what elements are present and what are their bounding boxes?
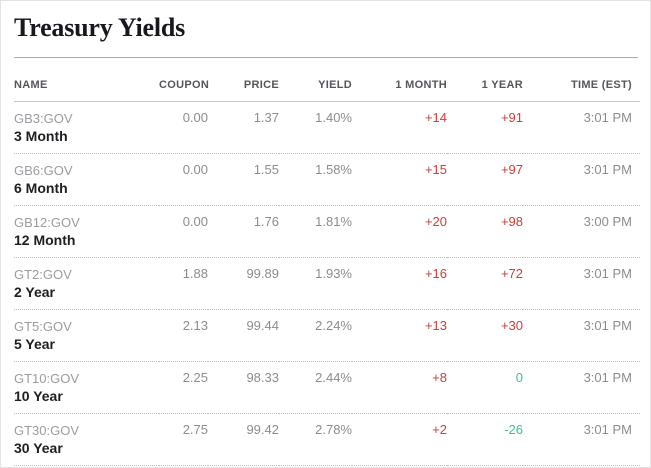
change-1month-value: +14 [352, 101, 447, 154]
security-name-cell[interactable]: GB6:GOV 6 Month [14, 153, 159, 206]
table-row[interactable]: GT2:GOV 2 Year 1.88 99.89 1.93% +16 +72 … [14, 257, 640, 310]
yield-value: 1.40% [279, 101, 352, 154]
change-1year-value: +72 [447, 257, 523, 310]
security-name-cell[interactable]: GT30:GOV 30 Year [14, 413, 159, 466]
security-ticker[interactable]: GB12:GOV [14, 215, 80, 230]
col-header-1year: 1 YEAR [447, 58, 523, 102]
time-value: 3:01 PM [523, 101, 640, 154]
page-title: Treasury Yields [14, 13, 186, 42]
security-name-cell[interactable]: GB3:GOV 3 Month [14, 101, 159, 154]
coupon-value: 2.13 [159, 309, 208, 362]
security-maturity: 5 Year [14, 336, 56, 352]
table-header-row: NAME COUPON PRICE YIELD 1 MONTH 1 YEAR T… [14, 58, 640, 102]
coupon-value: 0.00 [159, 101, 208, 154]
security-ticker[interactable]: GT2:GOV [14, 267, 72, 282]
security-ticker[interactable]: GB3:GOV [14, 111, 73, 126]
col-header-price: PRICE [208, 58, 279, 102]
col-header-time: TIME (EST) [523, 58, 640, 102]
price-value: 1.55 [208, 153, 279, 206]
col-header-yield: YIELD [279, 58, 352, 102]
col-header-coupon: COUPON [159, 58, 209, 102]
security-maturity: 6 Month [14, 180, 68, 196]
price-value: 99.44 [208, 309, 279, 362]
security-maturity: 12 Month [14, 232, 76, 248]
coupon-value: 0.00 [159, 205, 208, 258]
yield-value: 1.58% [279, 153, 352, 206]
table-row[interactable]: GT30:GOV 30 Year 2.75 99.42 2.78% +2 -26… [14, 413, 640, 466]
time-value: 3:01 PM [523, 309, 640, 362]
table-row[interactable]: GT10:GOV 10 Year 2.25 98.33 2.44% +8 0 3… [14, 361, 640, 414]
security-ticker[interactable]: GT5:GOV [14, 319, 72, 334]
change-1month-value: +2 [352, 413, 447, 466]
security-ticker[interactable]: GB6:GOV [14, 163, 73, 178]
change-1year-value: +97 [447, 153, 523, 206]
time-value: 3:00 PM [523, 205, 640, 258]
change-1year-value: 0 [447, 361, 523, 414]
security-name-cell[interactable]: GT2:GOV 2 Year [14, 257, 159, 310]
change-1month-value: +8 [352, 361, 447, 414]
table-row[interactable]: GT5:GOV 5 Year 2.13 99.44 2.24% +13 +30 … [14, 309, 640, 362]
yield-value: 2.24% [279, 309, 352, 362]
change-1year-value: -26 [447, 413, 523, 466]
price-value: 99.42 [208, 413, 279, 466]
security-name-cell[interactable]: GB12:GOV 12 Month [14, 205, 159, 258]
change-1month-value: +16 [352, 257, 447, 310]
yield-value: 1.81% [279, 205, 352, 258]
security-ticker[interactable]: GT10:GOV [14, 371, 80, 386]
coupon-value: 1.88 [159, 257, 208, 310]
table-row[interactable]: GB6:GOV 6 Month 0.00 1.55 1.58% +15 +97 … [14, 153, 640, 206]
coupon-value: 0.00 [159, 153, 208, 206]
coupon-value: 2.25 [159, 361, 208, 414]
security-maturity: 3 Month [14, 128, 68, 144]
change-1year-value: +98 [447, 205, 523, 258]
treasury-yields-table: NAME COUPON PRICE YIELD 1 MONTH 1 YEAR T… [14, 58, 640, 466]
table-row[interactable]: GB3:GOV 3 Month 0.00 1.37 1.40% +14 +91 … [14, 101, 640, 154]
yield-value: 1.93% [279, 257, 352, 310]
col-header-name: NAME [14, 58, 159, 102]
security-maturity: 30 Year [14, 440, 63, 456]
yield-value: 2.78% [279, 413, 352, 466]
change-1month-value: +15 [352, 153, 447, 206]
change-1year-value: +30 [447, 309, 523, 362]
change-1month-value: +20 [352, 205, 447, 258]
security-name-cell[interactable]: GT10:GOV 10 Year [14, 361, 159, 414]
security-ticker[interactable]: GT30:GOV [14, 423, 80, 438]
security-maturity: 10 Year [14, 388, 63, 404]
table-body: GB3:GOV 3 Month 0.00 1.37 1.40% +14 +91 … [14, 101, 640, 466]
change-1month-value: +13 [352, 309, 447, 362]
coupon-value: 2.75 [159, 413, 208, 466]
price-value: 1.37 [208, 101, 279, 154]
time-value: 3:01 PM [523, 361, 640, 414]
price-value: 1.76 [208, 205, 279, 258]
security-name-cell[interactable]: GT5:GOV 5 Year [14, 309, 159, 362]
change-1year-value: +91 [447, 101, 523, 154]
table-row[interactable]: GB12:GOV 12 Month 0.00 1.76 1.81% +20 +9… [14, 205, 640, 258]
time-value: 3:01 PM [523, 257, 640, 310]
yield-value: 2.44% [279, 361, 352, 414]
title-divider [14, 57, 638, 58]
time-value: 3:01 PM [523, 153, 640, 206]
security-maturity: 2 Year [14, 284, 56, 300]
time-value: 3:01 PM [523, 413, 640, 466]
col-header-1month: 1 MONTH [352, 58, 447, 102]
price-value: 98.33 [208, 361, 279, 414]
price-value: 99.89 [208, 257, 279, 310]
